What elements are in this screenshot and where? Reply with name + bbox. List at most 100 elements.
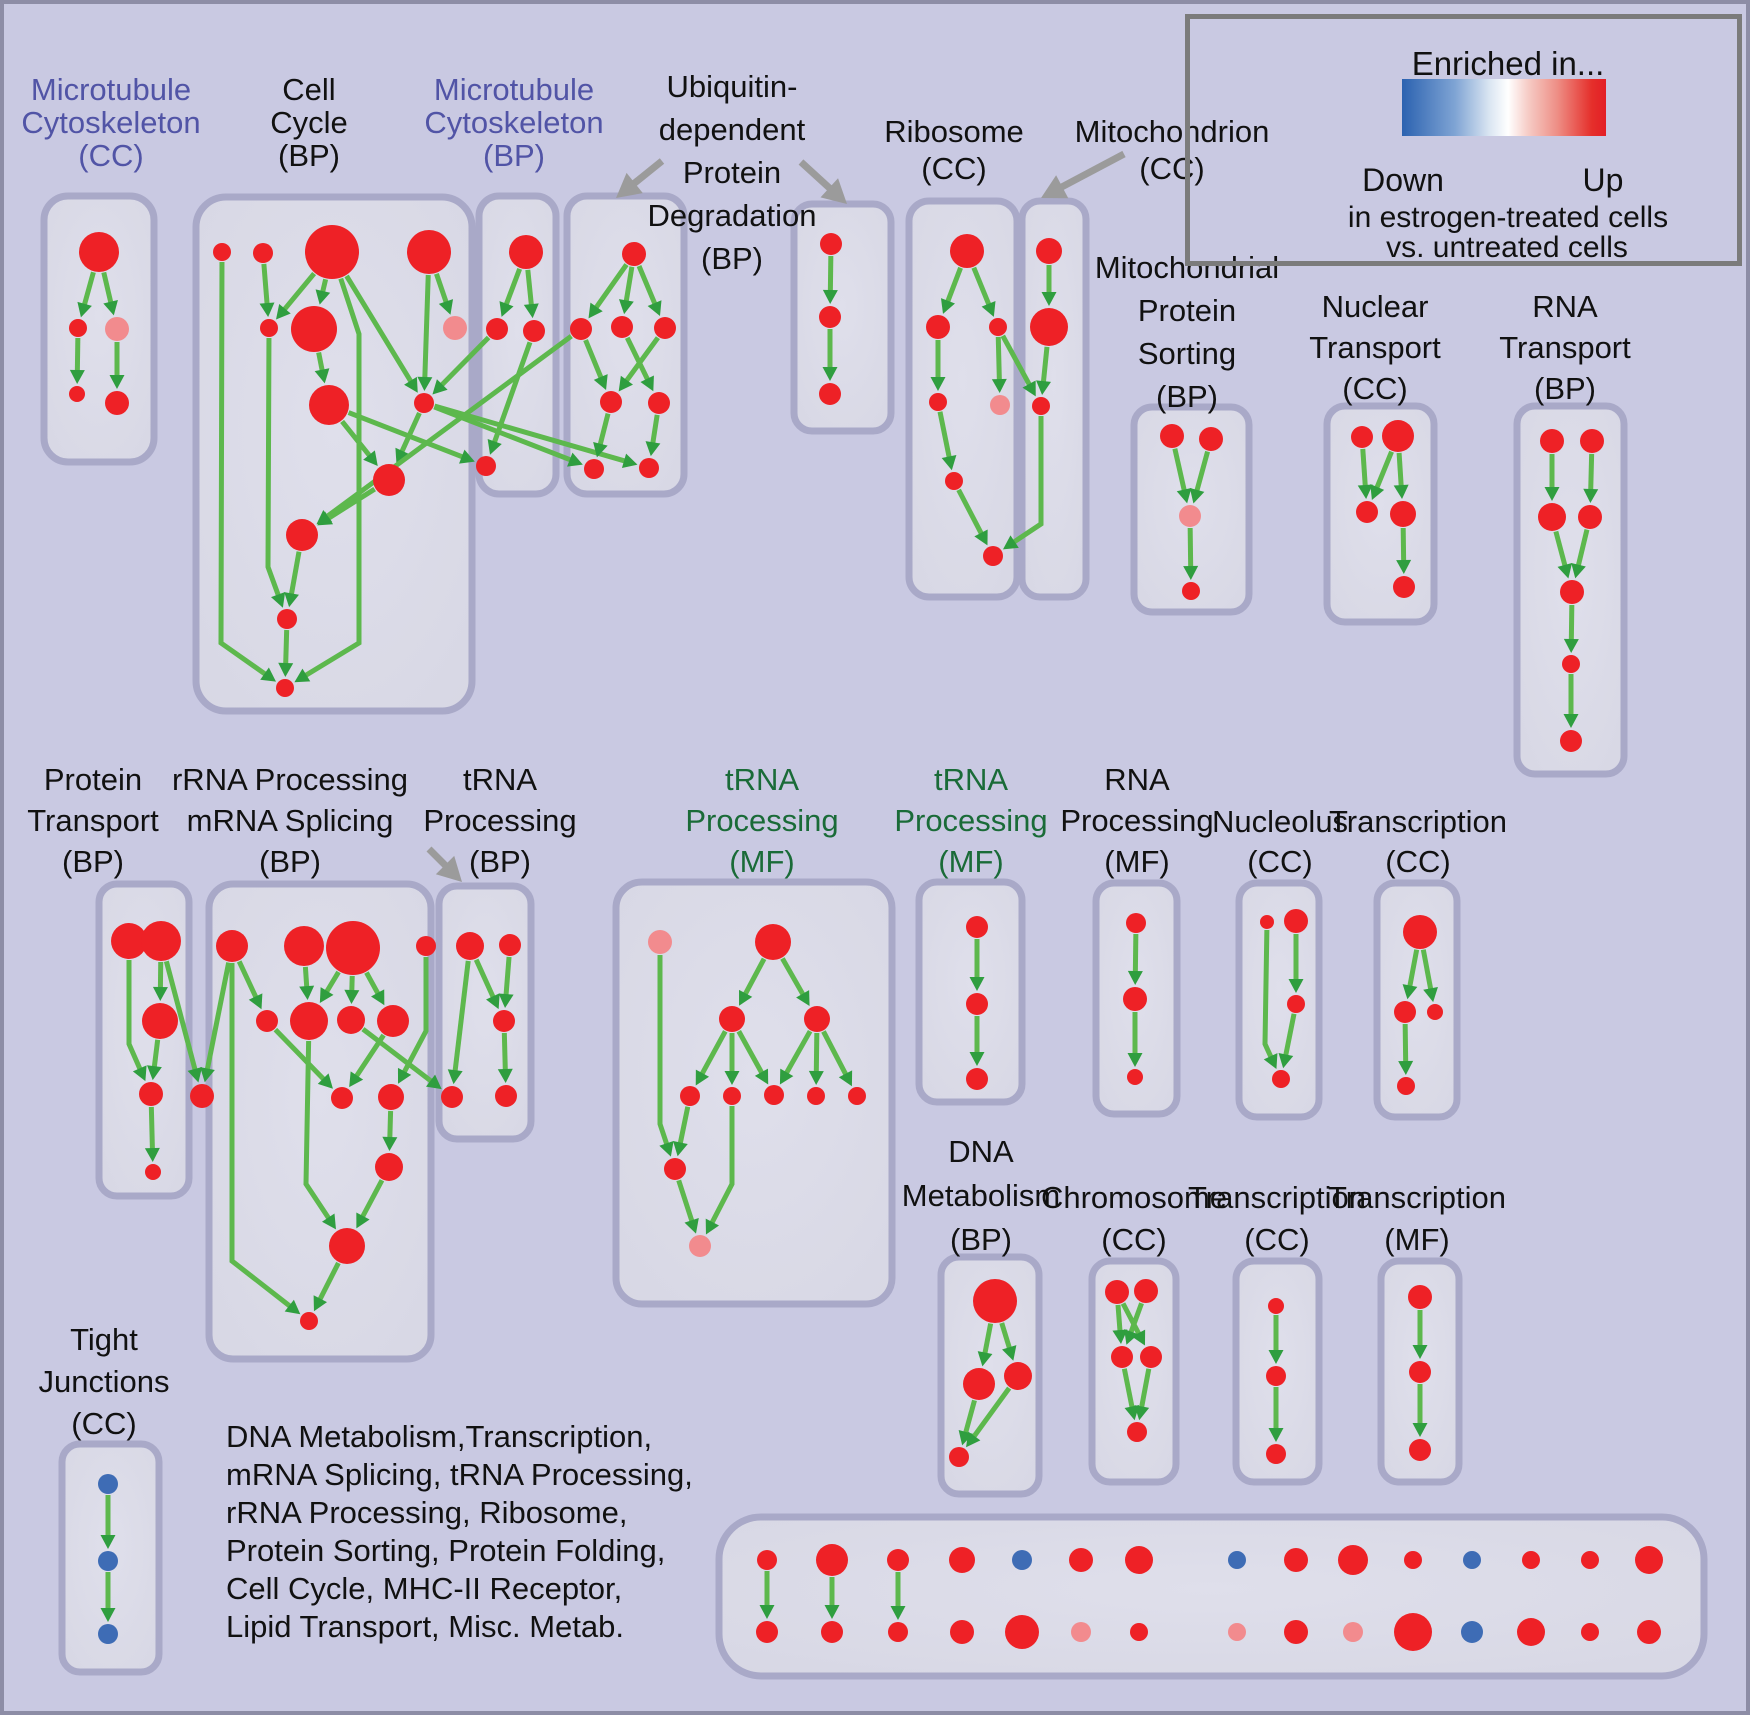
- arrowhead-rt_l-rt_b: [1563, 714, 1579, 728]
- edge-rt_mr-rt_m: [1575, 529, 1590, 568]
- node-mtbp_b: [476, 456, 496, 476]
- edge-ch_mr-ch_b: [1138, 1368, 1152, 1409]
- node-bp1b: [756, 1621, 778, 1643]
- arrowhead-rr_m3-tb_bl: [425, 1074, 442, 1090]
- edge-tm_t-tm_ml: [742, 957, 767, 997]
- arrowhead-rt_ml-rt_m: [1557, 563, 1573, 579]
- edge-cc_j-cc_k: [326, 486, 376, 522]
- node-nu_tl: [1260, 915, 1274, 929]
- cluster-label-nucleolus-cc: Nucleolus (CC): [1212, 804, 1348, 879]
- annotation-arrow-0: [630, 158, 665, 187]
- arrowhead-rr_m4-rr_l1: [349, 1071, 364, 1088]
- node-rb_low: [945, 472, 963, 490]
- edge-mt_3-rb_b: [1011, 416, 1044, 545]
- edge-cc_c-cc_i: [344, 274, 414, 384]
- edge-ub_m1-ub_l1: [583, 339, 604, 380]
- edge-dm_mr-dm_b: [971, 1386, 1012, 1440]
- node-tm2_1: [966, 916, 988, 938]
- arrowhead-rp1-rp2: [1127, 970, 1143, 986]
- node-tm_t: [755, 924, 791, 960]
- node-bp12t: [1463, 1551, 1481, 1569]
- edge-cc_a-cc_m: [218, 261, 268, 677]
- cluster-box-trna-mf-2: [915, 878, 1026, 1106]
- edge-rr_c1-rr_c2: [359, 1179, 385, 1219]
- arrowhead-ub_m2-ub_l2: [640, 375, 654, 392]
- edge-ms_tr-ms_p: [1194, 450, 1210, 493]
- arrowhead-ch_ml-ch_b: [1124, 1405, 1140, 1421]
- cluster-label-microtubule-cytoskeleton-bp: Microtubule Cytoskeleton (BP): [424, 72, 603, 173]
- arrowhead-tm_mr-tm_b5: [838, 1070, 853, 1087]
- node-bp9t: [1284, 1548, 1308, 1572]
- arrowhead-ch_tl-ch_ml: [1112, 1329, 1128, 1345]
- node-cc_i: [414, 393, 434, 413]
- node-cc_b: [253, 243, 273, 263]
- arrowhead-bp1t-bp1b: [759, 1605, 775, 1619]
- node-rt_tl: [1540, 429, 1564, 453]
- edge-nt_tr-nt_ml: [1374, 450, 1394, 490]
- cluster-label-protein-transport-bp: Protein Transport (BP): [27, 762, 159, 879]
- cluster-box-degradation-chain: [790, 200, 895, 435]
- edge-rr_t1-rr_m1: [236, 960, 259, 1000]
- node-mtbp_mr: [523, 320, 545, 342]
- edge-rr_l2-rr_c1: [387, 1110, 394, 1140]
- annotation-arrowhead-0: [616, 172, 643, 198]
- edge-tm_mr-tm_b4: [813, 1032, 820, 1074]
- arrowhead-tb_t2-tb_m: [498, 993, 514, 1009]
- node-tm_p: [648, 930, 672, 954]
- cluster-label-transcription-mf: Transcription (MF): [1328, 1180, 1506, 1257]
- arrowhead-t3_1-t3_2: [1268, 1350, 1284, 1364]
- node-cc_h: [309, 385, 349, 425]
- node-tm2_2: [966, 993, 988, 1015]
- edge-rr_c2-rr_b: [317, 1261, 341, 1302]
- cluster-label-mitochondrion-cc: Mitochondrion (CC): [1075, 114, 1270, 186]
- node-rt_tr: [1580, 429, 1604, 453]
- arrowhead-ub_m3-ub_l1: [618, 375, 633, 392]
- edge-rt_tr-rt_mr: [1588, 453, 1595, 492]
- legend-gradient-bar: [1402, 79, 1606, 136]
- node-bp11t: [1404, 1551, 1422, 1569]
- edge-cc_i-ub_b1: [433, 404, 573, 463]
- edge-pt_b-pt_x: [163, 960, 198, 1072]
- network-figure: Microtubule Cytoskeleton (CC) Cell Cycle (BP)…: [21, 69, 1708, 1680]
- arrowhead-nt_tr-nt_mr: [1393, 484, 1409, 500]
- node-rp3: [1127, 1069, 1143, 1085]
- node-rb_ml: [926, 315, 950, 339]
- edge-rr_t2-rr_m2: [302, 966, 310, 989]
- edge-ub_t-ub_m3: [636, 265, 658, 306]
- arrowhead-mt_t-mt_big: [1041, 292, 1057, 306]
- node-cc_m: [276, 679, 294, 697]
- node-bp13t: [1522, 1551, 1540, 1569]
- node-bp10b: [1343, 1622, 1363, 1642]
- arrowhead-ub_m1-ub_l1: [593, 374, 608, 390]
- node-bp3t: [887, 1549, 909, 1571]
- arrowhead-rr_t1-pt_x: [200, 1067, 215, 1083]
- arrowhead-rb_ml-rb_l: [930, 377, 946, 391]
- annotation-arrowhead-1: [820, 178, 847, 204]
- arrowhead-tm2_2-tm2_3: [969, 1052, 985, 1066]
- cluster-label-transcription-cc-bottom: Transcription (CC): [1188, 1180, 1366, 1257]
- arrowhead-rt_mr-rt_m: [1571, 563, 1586, 579]
- arrowhead-cc_h-mtbp_b: [459, 449, 475, 464]
- arrowhead-tj1-tj2: [100, 1535, 116, 1549]
- arrowhead-rb_l-rb_low: [941, 455, 957, 471]
- edge-tb_m-tb_br: [501, 1032, 508, 1072]
- edge-cc_f-cc_h: [316, 352, 325, 373]
- arrowhead-rr_t1-rr_b: [284, 1299, 301, 1315]
- node-tm_ml: [719, 1006, 745, 1032]
- edge-mtbp_ml-cc_i: [439, 335, 491, 388]
- arrowhead-tm_t-tm_ml: [739, 989, 753, 1006]
- node-dm_t: [973, 1279, 1017, 1323]
- arrowhead-cc_h-cc_j: [363, 450, 378, 466]
- node-tm_b4: [807, 1087, 825, 1105]
- arrowhead-cc_k-cc_l: [284, 592, 299, 608]
- node-mtcc1: [79, 232, 119, 272]
- node-cc_f: [291, 306, 337, 352]
- edge-rr_t3-rr_m2: [323, 970, 341, 995]
- node-bp8b: [1228, 1623, 1246, 1641]
- node-tb_t1: [456, 932, 484, 960]
- arrowhead-rr_t2-rr_m2: [299, 985, 315, 1001]
- node-rr_t4: [416, 936, 436, 956]
- node-tc_ml: [1394, 1001, 1416, 1023]
- edge-nt_tl-nt_ml: [1360, 448, 1368, 488]
- node-ub_l1: [600, 391, 622, 413]
